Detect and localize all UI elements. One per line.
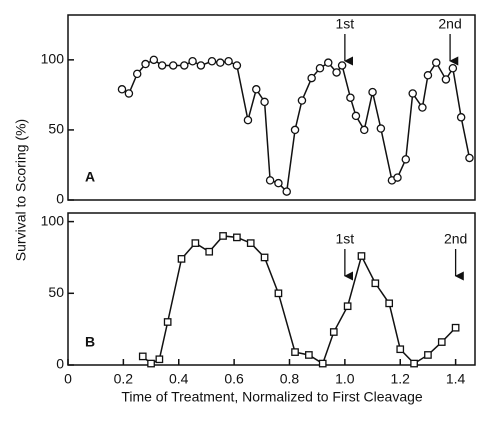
point (180, 61, 189, 70)
panel-label: A (85, 169, 95, 185)
point (291, 348, 299, 356)
point (117, 85, 127, 94)
x-tick-label: 0.2 (114, 371, 134, 387)
point (260, 97, 269, 107)
point (423, 71, 433, 80)
point (207, 57, 217, 66)
point (307, 73, 316, 83)
point (305, 351, 313, 359)
point (138, 352, 147, 361)
series-line (121, 58, 471, 194)
point (408, 89, 417, 98)
point (290, 125, 300, 135)
point (177, 255, 186, 263)
point (274, 178, 283, 188)
y-tick-label: 0 (56, 356, 64, 372)
point (368, 87, 377, 97)
annotation-text: 2nd (444, 231, 467, 247)
point (196, 61, 206, 70)
x-tick-label: 0.6 (224, 371, 244, 387)
point (418, 103, 427, 112)
point (205, 247, 214, 256)
point (393, 173, 402, 182)
point (157, 61, 167, 70)
point (149, 55, 159, 65)
x-tick-label: 0.8 (280, 371, 300, 387)
point (233, 233, 241, 242)
point (332, 68, 341, 77)
point (132, 69, 142, 79)
point (252, 85, 261, 94)
point (346, 93, 355, 102)
x-tick-label: 1.0 (335, 371, 355, 387)
point (343, 302, 352, 311)
point (360, 125, 369, 135)
annotation-text: 1st (336, 231, 355, 247)
annotation-text: 1st (336, 16, 355, 32)
x-tick-label: 1.2 (391, 371, 411, 387)
point (451, 323, 460, 332)
x-tick-label: 0 (64, 371, 72, 387)
point (243, 115, 253, 125)
y-tick-label: 100 (41, 51, 65, 67)
point (274, 289, 283, 298)
point (329, 328, 338, 336)
point (155, 355, 164, 364)
point (437, 338, 446, 346)
point (385, 299, 394, 308)
y-tick-label: 0 (56, 191, 64, 207)
point (448, 64, 458, 73)
series-line (142, 235, 457, 365)
point (141, 59, 150, 69)
point (124, 89, 134, 98)
point (456, 113, 466, 122)
point (168, 61, 178, 70)
x-tick-label: 1.4 (446, 371, 466, 387)
point (224, 57, 233, 66)
x-axis-label: Time of Treatment, Normalized to First C… (121, 389, 423, 405)
point (163, 318, 172, 326)
point (410, 359, 418, 368)
point (191, 239, 200, 247)
point (401, 155, 411, 164)
annotation-text: 2nd (438, 16, 461, 32)
point (371, 279, 380, 288)
point (318, 359, 327, 368)
point (260, 253, 269, 262)
point (441, 75, 451, 84)
point (357, 252, 366, 260)
point (465, 153, 474, 163)
x-tick-label: 0.4 (169, 371, 189, 387)
point (297, 96, 307, 105)
panel-label: B (85, 334, 95, 350)
point (351, 111, 361, 121)
plot-frame (67, 212, 476, 366)
point (282, 187, 291, 196)
point (337, 61, 347, 70)
y-tick-label: 100 (41, 212, 65, 228)
point (232, 61, 242, 70)
point (147, 359, 155, 368)
point (216, 58, 225, 67)
y-tick-label: 50 (48, 121, 64, 137)
point (265, 176, 275, 185)
y-tick-label: 50 (48, 284, 64, 300)
point (376, 124, 386, 133)
point (315, 64, 325, 73)
point (431, 58, 441, 67)
point (246, 239, 255, 247)
point (424, 351, 432, 359)
plot-frame (67, 14, 476, 201)
point (188, 57, 197, 66)
point (396, 345, 405, 354)
y-axis-label: Survival to Scoring (%) (13, 119, 29, 261)
point (324, 58, 333, 67)
point (219, 232, 227, 240)
